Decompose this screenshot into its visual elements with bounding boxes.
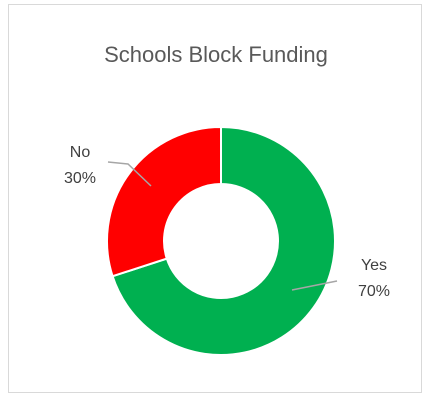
leader-line-no	[107, 161, 152, 187]
data-label-no-category: No	[70, 144, 91, 161]
data-label-yes-percent: 70%	[358, 283, 390, 300]
data-label-no-percent: 30%	[64, 170, 96, 187]
doughnut-slices	[106, 125, 336, 356]
data-labels: Yes 70% No 30%	[64, 144, 390, 300]
leader-line-yes	[291, 280, 338, 291]
slice-yes	[111, 125, 336, 356]
leader-lines	[107, 161, 338, 291]
data-label-yes-category: Yes	[361, 257, 387, 274]
slice-no	[106, 125, 222, 278]
chart-title: Schools Block Funding	[104, 42, 328, 67]
